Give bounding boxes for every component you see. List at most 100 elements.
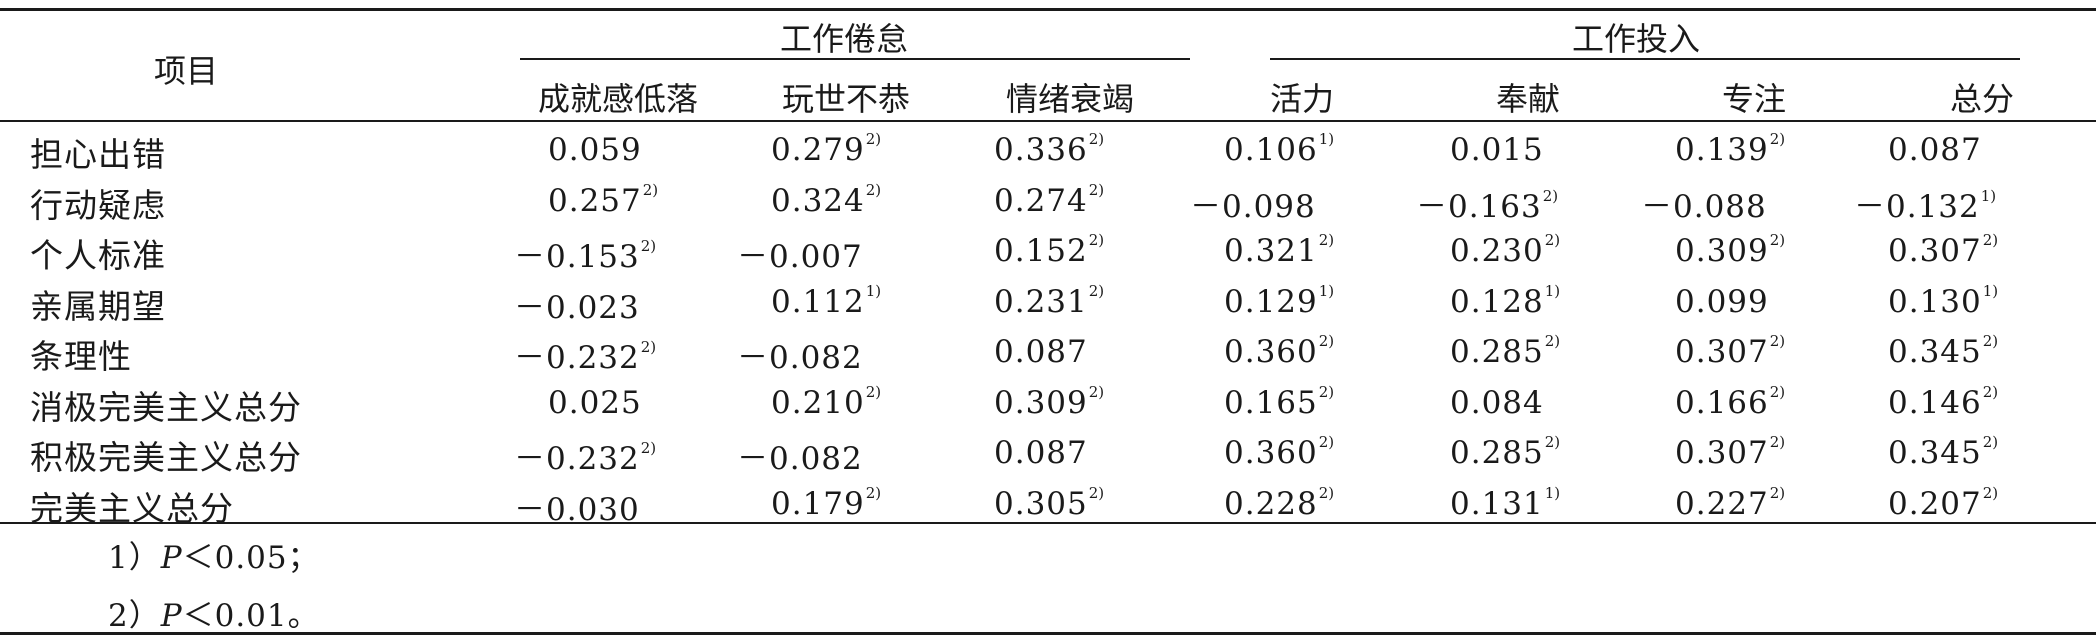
significance-marker: 2) bbox=[1769, 484, 1786, 502]
cell-value: 0.139 bbox=[1675, 132, 1769, 168]
table-cell: －0.1532) bbox=[514, 231, 656, 276]
table-cell: 0.3212) bbox=[1224, 231, 1334, 269]
body-bottom-rule bbox=[0, 522, 2096, 524]
significance-marker: 2) bbox=[1088, 484, 1105, 502]
row-label: 亲属期望 bbox=[30, 287, 166, 326]
table-cell: 0.025 bbox=[548, 383, 643, 421]
table-cell: －0.2322) bbox=[514, 433, 656, 478]
cell-value: 0.305 bbox=[994, 486, 1088, 522]
table-cell: 0.084 bbox=[1450, 383, 1545, 421]
significance-marker: 1) bbox=[1318, 130, 1335, 148]
cell-value: 0.152 bbox=[994, 233, 1088, 269]
col-header-total: 总分 bbox=[1950, 80, 2015, 118]
table-cell: －0.1632) bbox=[1416, 181, 1558, 226]
table-cell: 0.1652) bbox=[1224, 383, 1334, 421]
col-header-cynicism: 玩世不恭 bbox=[782, 80, 911, 118]
cell-value: 0.228 bbox=[1224, 486, 1318, 522]
table-cell: 0.1462) bbox=[1888, 383, 1998, 421]
significance-marker: 2) bbox=[640, 237, 657, 255]
significance-marker: 1) bbox=[1982, 282, 1999, 300]
table-cell: 0.3452) bbox=[1888, 332, 1998, 370]
significance-marker: 2) bbox=[1318, 231, 1335, 249]
table-cell: 0.3362) bbox=[994, 130, 1104, 168]
table-cell: －0.030 bbox=[514, 484, 641, 529]
significance-marker: 2) bbox=[1318, 332, 1335, 350]
cell-value: 0.324 bbox=[771, 183, 865, 219]
table-cell: －0.082 bbox=[737, 332, 864, 377]
group-rule-engagement bbox=[1270, 58, 2020, 60]
significance-marker: 1) bbox=[865, 282, 882, 300]
table-cell: 0.2102) bbox=[771, 383, 881, 421]
table-cell: 0.2572) bbox=[548, 181, 658, 219]
cell-value: 0.231 bbox=[994, 284, 1088, 320]
cell-value: －0.232 bbox=[514, 441, 640, 477]
cell-value: 0.230 bbox=[1450, 233, 1544, 269]
table-cell: 0.3092) bbox=[994, 383, 1104, 421]
significance-marker: 1) bbox=[1544, 484, 1561, 502]
cell-value: 0.307 bbox=[1675, 334, 1769, 370]
table-cell: 0.1311) bbox=[1450, 484, 1560, 522]
table-cell: 0.3072) bbox=[1675, 332, 1785, 370]
col-header-vigor: 活力 bbox=[1270, 80, 1335, 118]
footnote-1-variable: P bbox=[160, 540, 183, 576]
significance-marker: 1) bbox=[1318, 282, 1335, 300]
row-label: 消极完美主义总分 bbox=[30, 388, 302, 427]
row-label: 积极完美主义总分 bbox=[30, 438, 302, 477]
table-cell: 0.099 bbox=[1675, 282, 1770, 320]
table-cell: 0.3092) bbox=[1675, 231, 1785, 269]
table-cell: 0.2852) bbox=[1450, 433, 1560, 471]
significance-marker: 2) bbox=[1769, 383, 1786, 401]
cell-value: 0.128 bbox=[1450, 284, 1544, 320]
table-cell: 0.2312) bbox=[994, 282, 1104, 320]
cell-value: 0.257 bbox=[548, 183, 642, 219]
cell-value: －0.132 bbox=[1854, 189, 1980, 225]
bottom-rule bbox=[0, 632, 2096, 635]
cell-value: 0.112 bbox=[771, 284, 865, 320]
significance-marker: 2) bbox=[1769, 332, 1786, 350]
table-cell: 0.2282) bbox=[1224, 484, 1334, 522]
footnote-2-variable: P bbox=[160, 598, 183, 634]
significance-marker: 2) bbox=[1769, 231, 1786, 249]
cell-value: 0.099 bbox=[1675, 284, 1769, 320]
table-cell: －0.2322) bbox=[514, 332, 656, 377]
cell-value: 0.087 bbox=[994, 435, 1088, 471]
table-cell: 0.2852) bbox=[1450, 332, 1560, 370]
table-cell: 0.1301) bbox=[1888, 282, 1998, 320]
significance-marker: 2) bbox=[1088, 181, 1105, 199]
cell-value: 0.321 bbox=[1224, 233, 1318, 269]
table-cell: －0.082 bbox=[737, 433, 864, 478]
significance-marker: 2) bbox=[865, 484, 882, 502]
cell-value: 0.059 bbox=[548, 132, 642, 168]
group-rule-burnout bbox=[520, 58, 1190, 60]
significance-marker: 2) bbox=[1088, 231, 1105, 249]
significance-marker: 1) bbox=[1980, 187, 1997, 205]
cell-value: 0.166 bbox=[1675, 385, 1769, 421]
cell-value: 0.106 bbox=[1224, 132, 1318, 168]
table-cell: 0.2302) bbox=[1450, 231, 1560, 269]
cell-value: 0.285 bbox=[1450, 334, 1544, 370]
cell-value: 0.087 bbox=[1888, 132, 1982, 168]
stub-header: 项目 bbox=[154, 52, 219, 90]
significance-marker: 2) bbox=[865, 181, 882, 199]
significance-marker: 2) bbox=[1318, 433, 1335, 451]
table-cell: 0.3242) bbox=[771, 181, 881, 219]
col-header-inefficacy: 成就感低落 bbox=[538, 80, 699, 118]
cell-value: 0.285 bbox=[1450, 435, 1544, 471]
footnote-1: 1）P＜0.05； bbox=[108, 532, 320, 577]
significance-marker: 1) bbox=[1544, 282, 1561, 300]
table-cell: 0.1392) bbox=[1675, 130, 1785, 168]
cell-value: 0.015 bbox=[1450, 132, 1544, 168]
cell-value: 0.130 bbox=[1888, 284, 1982, 320]
table-cell: 0.087 bbox=[994, 332, 1089, 370]
table-cell: －0.098 bbox=[1190, 181, 1317, 226]
significance-marker: 2) bbox=[1088, 383, 1105, 401]
table-cell: 0.1121) bbox=[771, 282, 881, 320]
cell-value: 0.309 bbox=[994, 385, 1088, 421]
significance-marker: 2) bbox=[1982, 484, 1999, 502]
footnote-1-number: 1） bbox=[108, 540, 161, 576]
table-cell: 0.059 bbox=[548, 130, 643, 168]
cell-value: 0.131 bbox=[1450, 486, 1544, 522]
table-cell: －0.023 bbox=[514, 282, 641, 327]
footnote-1-text: ＜0.05； bbox=[182, 540, 320, 576]
table-cell: 0.2072) bbox=[1888, 484, 1998, 522]
